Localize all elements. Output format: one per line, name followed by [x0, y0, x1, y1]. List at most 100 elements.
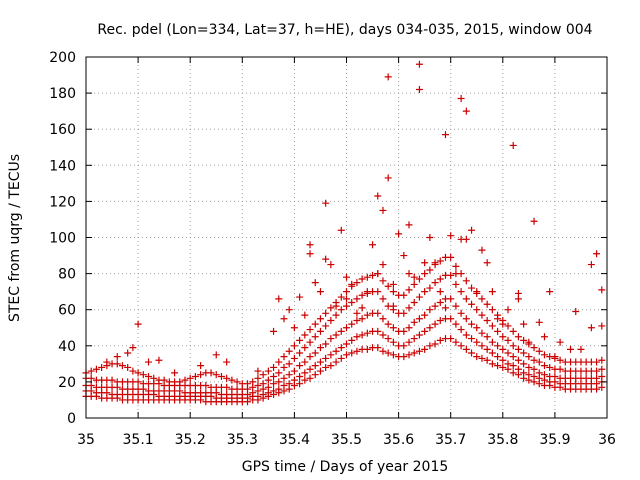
- data-point: [473, 288, 481, 296]
- x-tick-label: 35.9: [539, 432, 570, 448]
- data-point: [504, 306, 512, 314]
- y-tick-labels: 0 20 40 60 80 100 120 140 160 180 200: [49, 50, 76, 427]
- data-point: [259, 380, 267, 388]
- data-point: [285, 380, 293, 388]
- data-point: [358, 291, 366, 299]
- data-point: [348, 349, 356, 357]
- data-point: [473, 324, 481, 332]
- data-point: [332, 311, 340, 319]
- data-point: [197, 371, 205, 379]
- data-point: [426, 284, 434, 292]
- data-point: [249, 378, 257, 386]
- data-point: [400, 291, 408, 299]
- data-point: [358, 315, 366, 323]
- data-point: [415, 331, 423, 339]
- data-point: [363, 311, 371, 319]
- y-tick-label: 20: [58, 375, 76, 391]
- data-point: [389, 338, 397, 346]
- data-point: [311, 371, 319, 379]
- data-point: [379, 261, 387, 269]
- data-point: [301, 344, 309, 352]
- data-point: [327, 351, 335, 359]
- data-point: [473, 306, 481, 314]
- data-point: [457, 309, 465, 317]
- data-point: [410, 273, 418, 281]
- data-point: [316, 344, 324, 352]
- data-point: [540, 362, 548, 370]
- data-point: [134, 369, 142, 377]
- data-point: [223, 358, 231, 366]
- data-point: [405, 270, 413, 278]
- data-point: [400, 342, 408, 350]
- data-point: [379, 315, 387, 323]
- data-point: [270, 380, 278, 388]
- data-point: [270, 327, 278, 335]
- data-point: [374, 344, 382, 352]
- data-point: [441, 131, 449, 139]
- data-point: [421, 327, 429, 335]
- data-point: [478, 329, 486, 337]
- data-point: [598, 365, 606, 373]
- data-point: [452, 338, 460, 346]
- data-point: [374, 327, 382, 335]
- data-point: [415, 293, 423, 301]
- data-point: [374, 270, 382, 278]
- data-point: [473, 338, 481, 346]
- data-point: [462, 235, 470, 243]
- data-point: [530, 365, 538, 373]
- data-point: [535, 358, 543, 366]
- y-tick-label: 0: [67, 411, 76, 427]
- x-tick-label: 35.3: [227, 432, 258, 448]
- data-point: [436, 288, 444, 296]
- data-point: [134, 378, 142, 386]
- data-point: [296, 336, 304, 344]
- data-points: [82, 60, 606, 406]
- x-tick-label: 35.7: [435, 432, 466, 448]
- data-point: [322, 199, 330, 207]
- data-point: [520, 369, 528, 377]
- data-point: [311, 320, 319, 328]
- data-point: [405, 304, 413, 312]
- data-point: [316, 327, 324, 335]
- data-point: [353, 309, 361, 317]
- y-tick-label: 140: [49, 158, 76, 174]
- data-point: [400, 252, 408, 260]
- data-point: [358, 275, 366, 283]
- data-point: [301, 376, 309, 384]
- data-point: [343, 288, 350, 296]
- data-point: [436, 317, 444, 325]
- data-point: [301, 311, 309, 319]
- data-point: [509, 369, 517, 377]
- data-point: [478, 311, 486, 319]
- data-point: [301, 369, 309, 377]
- data-point: [530, 372, 538, 380]
- data-point: [551, 372, 559, 380]
- data-point: [514, 345, 522, 353]
- data-point: [483, 356, 491, 364]
- data-point: [389, 351, 397, 359]
- data-point: [332, 347, 340, 355]
- data-point: [457, 326, 465, 334]
- data-point: [598, 372, 606, 380]
- data-point: [181, 376, 189, 384]
- data-point: [504, 360, 512, 368]
- data-point: [540, 351, 548, 359]
- data-point: [556, 365, 564, 373]
- data-point: [405, 351, 413, 359]
- data-point: [322, 354, 330, 362]
- data-point: [426, 266, 434, 274]
- data-point: [457, 342, 465, 350]
- data-point: [369, 271, 377, 279]
- data-point: [468, 320, 476, 328]
- data-point: [405, 221, 413, 229]
- data-point: [598, 286, 606, 294]
- data-point: [337, 306, 345, 314]
- data-point: [348, 280, 356, 288]
- data-point: [441, 304, 449, 312]
- data-point: [316, 288, 324, 296]
- data-point: [363, 329, 371, 337]
- data-point: [134, 320, 142, 328]
- data-point: [400, 309, 408, 317]
- data-point: [155, 356, 163, 364]
- data-point: [374, 309, 382, 317]
